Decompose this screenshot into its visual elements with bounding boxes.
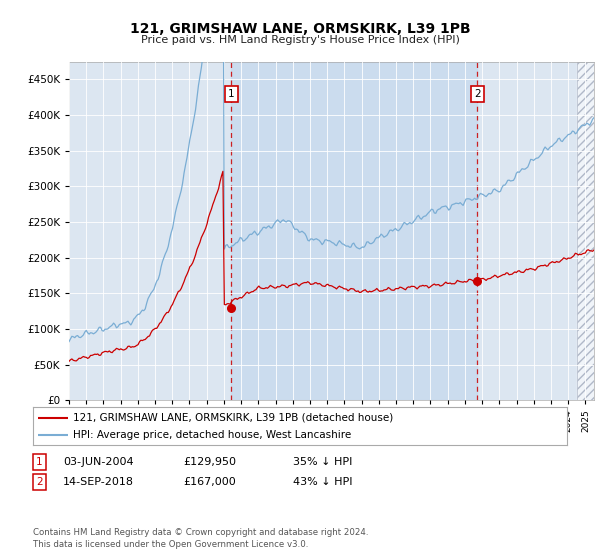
Text: £167,000: £167,000 xyxy=(183,477,236,487)
Text: 121, GRIMSHAW LANE, ORMSKIRK, L39 1PB (detached house): 121, GRIMSHAW LANE, ORMSKIRK, L39 1PB (d… xyxy=(73,413,394,423)
Text: 43% ↓ HPI: 43% ↓ HPI xyxy=(293,477,352,487)
Text: 121, GRIMSHAW LANE, ORMSKIRK, L39 1PB: 121, GRIMSHAW LANE, ORMSKIRK, L39 1PB xyxy=(130,22,470,36)
Text: Contains HM Land Registry data © Crown copyright and database right 2024.
This d: Contains HM Land Registry data © Crown c… xyxy=(33,528,368,549)
Text: HPI: Average price, detached house, West Lancashire: HPI: Average price, detached house, West… xyxy=(73,430,352,440)
Bar xyxy=(577,62,594,400)
Text: 2: 2 xyxy=(474,88,481,99)
Text: 14-SEP-2018: 14-SEP-2018 xyxy=(63,477,134,487)
Bar xyxy=(231,62,477,400)
Text: 35% ↓ HPI: 35% ↓ HPI xyxy=(293,457,352,467)
Text: 1: 1 xyxy=(36,457,43,467)
Text: 2: 2 xyxy=(36,477,43,487)
Text: £129,950: £129,950 xyxy=(183,457,236,467)
Text: 03-JUN-2004: 03-JUN-2004 xyxy=(63,457,134,467)
Bar xyxy=(577,62,594,400)
Text: Price paid vs. HM Land Registry's House Price Index (HPI): Price paid vs. HM Land Registry's House … xyxy=(140,35,460,45)
Text: 1: 1 xyxy=(228,88,235,99)
